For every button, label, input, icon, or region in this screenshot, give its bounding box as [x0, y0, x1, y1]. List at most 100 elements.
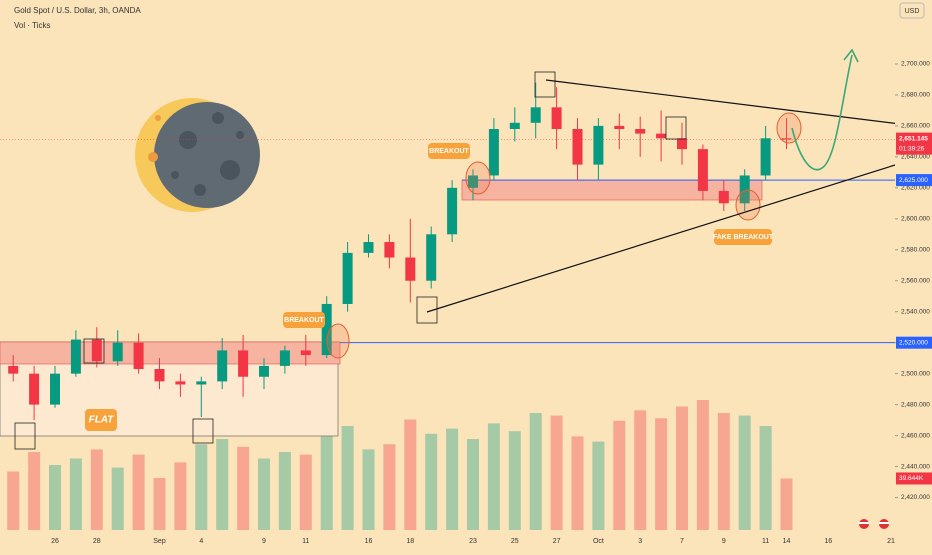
candle-body [133, 342, 144, 369]
x-tick-label: 9 [262, 538, 266, 545]
volume-bar [69, 458, 82, 530]
annotation-labels: BREAKOUT BREAKOUT FAKE BREAKOUT FLAT [85, 143, 774, 431]
trend-line [545, 79, 932, 129]
volume-label: 39.644K [899, 475, 924, 482]
y-tick-label: 2,660.000 [901, 123, 930, 130]
volume-bar [258, 458, 270, 530]
volume-bar [28, 452, 41, 530]
volume-bar [174, 462, 187, 530]
x-tick-label: 4 [199, 538, 203, 545]
y-tick-label: 2,580.000 [901, 246, 930, 253]
volume-bar [362, 449, 375, 530]
volume-bar [195, 444, 208, 530]
volume-bar [90, 449, 103, 530]
volume-bar [132, 454, 145, 530]
candle-body [718, 190, 729, 204]
x-tick-label: 27 [553, 538, 561, 545]
candle-body [447, 187, 458, 235]
volume-bar [655, 418, 668, 530]
volume-bar [237, 446, 250, 530]
x-tick-label: 16 [365, 538, 373, 545]
candle-body [70, 339, 81, 374]
candle-body [91, 339, 102, 362]
trend-line [426, 164, 896, 313]
volume-bar [613, 420, 626, 530]
candle-body [426, 234, 437, 281]
candle-body [238, 350, 249, 377]
x-tick-label: 26 [51, 538, 59, 545]
countdown: 01:39:26 [899, 145, 925, 152]
volume-bar [467, 439, 479, 530]
level-label-bg [896, 174, 932, 187]
candle-body [405, 257, 416, 281]
currency[interactable]: USD [905, 8, 920, 15]
x-tick-label: 18 [406, 538, 414, 545]
y-tick-label: 2,680.000 [901, 92, 930, 99]
x-tick-label: 11 [762, 538, 769, 545]
volume-bar [341, 426, 354, 530]
candle-body [259, 365, 269, 377]
candle-body [677, 138, 687, 150]
x-tick-label: Sep [153, 538, 166, 545]
x-tick-label: 7 [680, 538, 684, 545]
candle-body [112, 342, 123, 362]
annotation: FLAT [89, 415, 115, 426]
candle-body [760, 138, 771, 176]
candle-body [572, 129, 583, 165]
annotation: BREAKOUT [284, 317, 324, 324]
candle-body [593, 125, 604, 165]
volume-bar [299, 454, 312, 530]
candle-body [154, 369, 165, 382]
volume-bar [780, 478, 793, 530]
x-tick-label: 23 [469, 538, 477, 545]
last-price-label: 2,651.145 [899, 135, 928, 142]
candle-body [739, 175, 750, 204]
volume-bar [7, 471, 20, 530]
candle-body [175, 381, 186, 385]
flag-icons [859, 519, 889, 529]
x-tick-label: 28 [93, 538, 101, 545]
highlight-circles [326, 112, 802, 359]
y-tick-label: 2,540.000 [901, 308, 930, 315]
candle-body [29, 373, 40, 405]
candle-body [530, 107, 541, 123]
y-tick-label: 2,700.000 [901, 61, 930, 68]
y-tick-label: 2,640.000 [901, 154, 930, 161]
volume-bar [111, 467, 124, 530]
candle-body [321, 303, 332, 356]
y-tick-label: 2,420.000 [901, 494, 930, 501]
candle-body [781, 138, 792, 140]
y-tick-label: 2,560.000 [901, 277, 930, 284]
annotation: FAKE BREAKOUT [713, 234, 774, 241]
x-tick-label: 3 [638, 538, 642, 545]
level-label: 2,520.000 [899, 339, 928, 346]
candle-body [488, 129, 499, 176]
candle-body [8, 365, 19, 374]
candle-body [217, 350, 228, 382]
volume-bar [383, 444, 396, 530]
level-label-bg [896, 336, 932, 349]
volume-bar [634, 410, 647, 530]
volume-bar [550, 415, 563, 530]
arrow-head [843, 48, 859, 63]
volume-bar [153, 478, 166, 530]
volume-bar [717, 413, 730, 530]
candle-body [384, 242, 395, 258]
y-tick-label: 2,480.000 [901, 401, 930, 408]
highlight-boxes [14, 71, 687, 450]
annotation: BREAKOUT [429, 148, 469, 155]
candle-body [614, 125, 625, 129]
volume-bar [49, 465, 61, 530]
volume-bar [404, 419, 417, 530]
volume-bar [320, 436, 333, 530]
currency-button[interactable] [899, 2, 925, 19]
x-tick-label: 25 [511, 538, 519, 545]
x-tick-label: 21 [887, 538, 895, 545]
candle-body [697, 149, 708, 191]
volume-title: Vol · Ticks [14, 21, 50, 30]
y-tick-label: 2,460.000 [901, 432, 930, 439]
y-tick-label: 2,440.000 [901, 463, 930, 470]
y-tick-label: 2,620.000 [901, 185, 930, 192]
